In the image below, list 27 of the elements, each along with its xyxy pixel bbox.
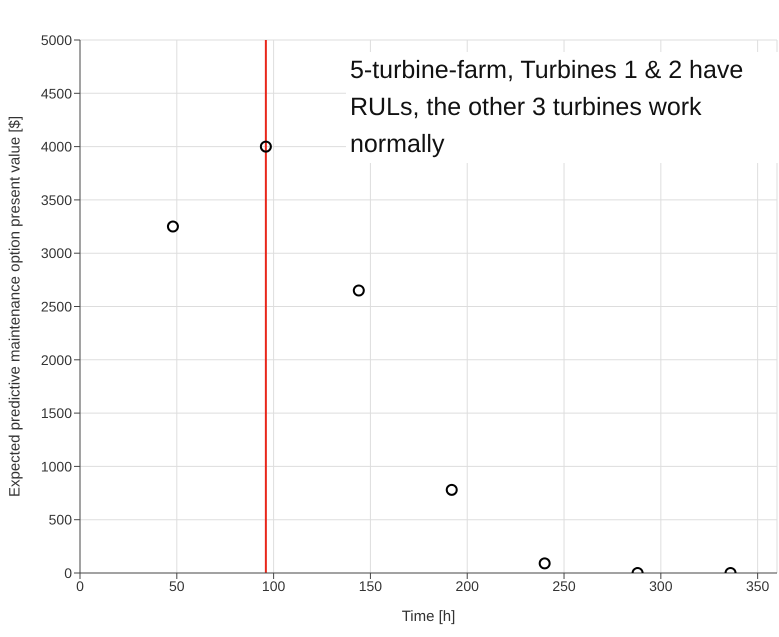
point xyxy=(260,140,272,153)
y-tick-label: 1000 xyxy=(40,458,72,474)
point xyxy=(538,557,551,570)
y-tick-label: 3500 xyxy=(40,192,72,208)
x-tick-label: 250 xyxy=(552,578,576,594)
y-tick-label: 500 xyxy=(48,512,72,528)
x-tick-label: 200 xyxy=(456,578,480,594)
y-tick-label: 4500 xyxy=(40,85,72,102)
y-tick-label: 5000 xyxy=(40,32,72,48)
point xyxy=(352,284,365,297)
x-tick-label: 150 xyxy=(358,578,382,594)
y-tick-label: 3000 xyxy=(40,245,72,262)
x-tick-label: 350 xyxy=(746,578,770,594)
y-tick-label: 4000 xyxy=(40,138,72,155)
y-tick-label: 0 xyxy=(64,564,72,581)
y-tick-label: 2500 xyxy=(40,298,72,314)
annotation: 5-turbine-farm, Turbines 1 & 2 have RULs, the other 3 turbines work normally xyxy=(346,52,779,163)
x-axis-title: Time [h] xyxy=(402,608,456,625)
y-axis-title: Expected predictive maintenance option present value [$] xyxy=(6,116,24,498)
x-tick-label: 50 xyxy=(169,578,185,594)
x-tick-label: 100 xyxy=(262,578,286,594)
x-tick-label: 0 xyxy=(76,578,84,594)
y-tick-label: 2000 xyxy=(40,352,72,368)
point xyxy=(446,484,458,496)
point xyxy=(166,220,179,233)
x-tick-label: 300 xyxy=(649,578,673,594)
y-tick-label: 1500 xyxy=(40,405,72,422)
